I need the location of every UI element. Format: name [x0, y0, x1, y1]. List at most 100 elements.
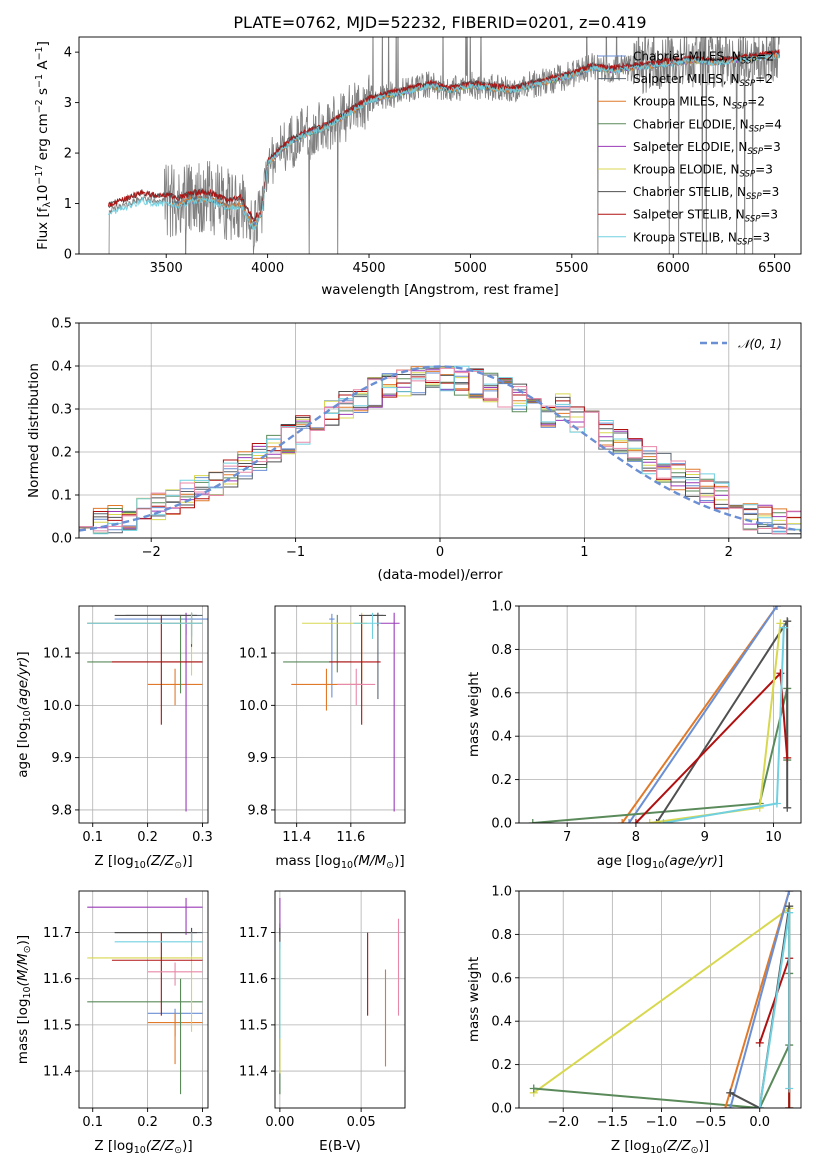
weight-marker	[779, 623, 788, 632]
x-axis-label: Z [log10(Z/Z⊙)]	[94, 853, 192, 871]
weight-marker	[783, 753, 792, 762]
weight-line	[628, 606, 778, 823]
y-tick-label: 0.6	[491, 971, 512, 986]
errorbar-chabrier-elodie	[87, 614, 203, 694]
axes-frame	[78, 36, 802, 255]
errorbar-chabrier-miles	[329, 613, 335, 698]
observed-spectrum-line	[108, 37, 780, 254]
plot-area	[87, 612, 208, 812]
age-vs-mass-panel: 11.4 11.6 9.8 9.9 10.0 10.1 mass [log10(M/M⊙)]	[239, 605, 406, 871]
y-tick-label: 11.6	[43, 972, 72, 987]
y-tick-label: 1.0	[491, 600, 512, 615]
axes: 0.1 0.2 0.3 9.8 9.9 10.0 10.1 Z [log10(Z/Z⊙)] ag…	[15, 605, 213, 871]
legend-label-normal: 𝒩(0, 1)	[738, 337, 782, 351]
x-tick-label: 11.6	[336, 830, 365, 845]
errorbar-salpeter-stelib	[111, 932, 203, 1016]
plot-area	[279, 897, 400, 1095]
x-tick-label: −0.5	[695, 1115, 727, 1130]
y-tick-label: 3	[64, 96, 72, 111]
y-tick-label: 11.7	[239, 926, 268, 941]
y-tick-label: 0.8	[491, 928, 512, 943]
errorbar-salpeter-stelib	[329, 614, 381, 725]
x-tick-label: −1	[286, 545, 305, 560]
y-tick-label: 4	[64, 46, 72, 61]
y-tick-label: 0.3	[51, 403, 72, 418]
axes-frame	[274, 890, 406, 1109]
x-tick-label: 0.05	[347, 1115, 376, 1130]
weight-marker	[785, 891, 794, 895]
weight-series-kroupa-stelib	[755, 908, 794, 1108]
mass-vs-extinction-panel: 0.00 0.05 11.4 11.5 11.6 11.7 E(B-V)	[239, 890, 406, 1154]
weight-marker	[772, 799, 781, 808]
legend-label: Salpeter MILES, NSSP=2	[633, 72, 773, 89]
legend-label: Chabrier ELODIE, NSSP=4	[633, 117, 782, 134]
y-axis-label: mass [log10(M/M⊙)]	[15, 935, 33, 1064]
weight-series-chabrier-elodie	[528, 684, 792, 823]
x-tick-label: 0.1	[82, 830, 103, 845]
y-axis-label: age [log10(age/yr)]	[15, 651, 33, 777]
legend-label: Chabrier MILES, NSSP=2	[633, 50, 774, 67]
errorbar-kroupa-elodie	[87, 612, 203, 676]
x-tick-label: 11.4	[282, 830, 311, 845]
grid	[275, 606, 405, 823]
axes: 7 8 9 10 0.0 0.2 0.4 0.6 0.8 1.0 age [log10(age/yr…	[466, 600, 802, 871]
weight-series-kroupa-stelib	[659, 623, 788, 823]
weight-marker	[645, 819, 654, 823]
x-tick-label: 5500	[555, 261, 588, 276]
weight-marker	[625, 819, 634, 823]
normal-curve-line	[79, 365, 801, 532]
y-tick-label: 0.5	[51, 317, 72, 332]
errorbar-kroupa-miles	[147, 668, 203, 706]
x-tick-label: 6000	[657, 261, 690, 276]
y-tick-label: 0.2	[491, 773, 512, 788]
y-tick-label: 9.9	[247, 751, 268, 766]
axes: −2.0 −1.5 −1.0 −0.5 0.0 0.0 0.2 0.4 0.6 0.8 1.0 Z […	[466, 885, 802, 1156]
errorbar-kroupa-miles	[147, 1013, 203, 1065]
weight-series-chabrier-miles	[625, 606, 781, 823]
legend-label: Kroupa MILES, NSSP=2	[633, 95, 765, 112]
y-tick-label: 0.0	[491, 817, 512, 832]
y-tick-label: 10.1	[43, 647, 72, 662]
weight-series-chabrier-miles	[726, 891, 794, 1108]
model-line-kroupa-stelib	[108, 52, 780, 232]
y-tick-label: 10.0	[239, 699, 268, 714]
weight-marker	[755, 1104, 764, 1108]
y-axis-label: mass weight	[466, 957, 482, 1042]
x-tick-label: −1.5	[597, 1115, 629, 1130]
y-tick-label: 0.0	[51, 532, 72, 547]
errorbar-salpeter-elodie	[87, 897, 203, 935]
residuals-panel: −2 −1 0 1 2 0.0 0.1 0.2 0.3 0.4 0.5 (data-model)/er…	[26, 317, 802, 583]
x-tick-label: −2.0	[547, 1115, 579, 1130]
plot-area	[529, 891, 794, 1108]
grid	[519, 890, 801, 1109]
x-tick-label: 4000	[251, 261, 284, 276]
x-tick-label: 0.00	[265, 1115, 294, 1130]
x-tick-label: 2	[725, 545, 733, 560]
grid	[79, 891, 208, 1108]
weight-line	[532, 688, 789, 823]
errorbar-salpeter-elodie	[377, 612, 400, 812]
histogram-pink	[79, 367, 801, 535]
plot-area	[283, 612, 400, 812]
y-tick-label: 0.1	[51, 489, 72, 504]
spectrum-legend: Chabrier MILES, NSSP=2 Salpeter MILES, NS…	[598, 50, 782, 247]
plot-area	[87, 897, 203, 1095]
weight-marker	[721, 1104, 730, 1108]
x-axis-label: mass [log10(M/M⊙)]	[275, 853, 404, 871]
errorbar-salpeter-miles	[114, 927, 203, 942]
y-tick-label: 0.4	[491, 1015, 512, 1030]
x-axis-label: age [log10(age/yr)]	[597, 853, 723, 871]
weight-marker	[785, 1104, 794, 1108]
x-tick-label: 0.3	[192, 830, 213, 845]
y-tick-label: 0.6	[491, 686, 512, 701]
weight-marker	[618, 819, 627, 823]
x-tick-label: 6500	[758, 261, 791, 276]
grid	[519, 605, 801, 824]
errorbar-pink	[147, 962, 203, 986]
errorbar-salpeter-miles	[369, 612, 384, 700]
y-axis-label: mass weight	[466, 672, 482, 757]
weight-series-salpeter-stelib	[631, 669, 792, 823]
x-tick-label: 0.3	[192, 1115, 213, 1130]
axes-frame	[78, 890, 209, 1109]
